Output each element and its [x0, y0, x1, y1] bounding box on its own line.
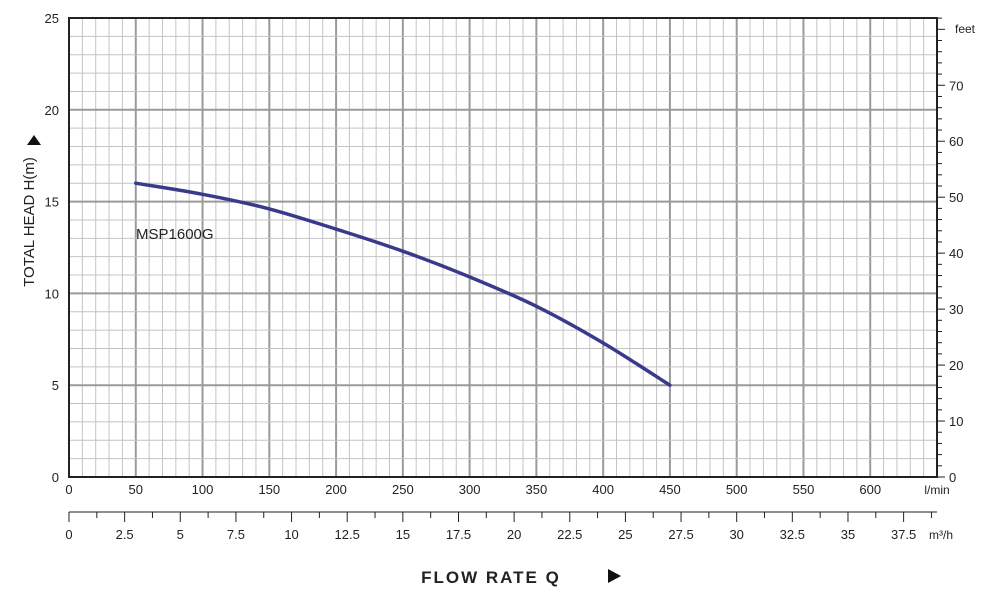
x-tick-label: 150: [258, 482, 280, 497]
y-axis-title: TOTAL HEAD H(m): [21, 157, 38, 287]
y2-tick-label: 50: [949, 190, 963, 205]
y2-tick-label: 30: [949, 302, 963, 317]
axis-ticks: [68, 17, 945, 522]
y-tick-label: 10: [45, 286, 59, 301]
x2-tick-label: 5: [177, 527, 184, 542]
x-tick-label: 500: [726, 482, 748, 497]
x2-tick-label: 2.5: [116, 527, 134, 542]
series-line-msp1600g: [134, 181, 672, 387]
x2-tick-label: 20: [507, 527, 521, 542]
x2-tick-label: 27.5: [668, 527, 693, 542]
axis-labels: 0 50 100 150 200 250 300 350 400 450 500 550 600 l/mi…: [21, 11, 976, 587]
y-tick-label: 20: [45, 103, 59, 118]
x-axis-title: FLOW RATE Q: [421, 568, 561, 587]
x2-tick-label: 25: [618, 527, 632, 542]
y2-tick-label: 40: [949, 246, 963, 261]
y-tick-label: 15: [45, 195, 59, 210]
y2-tick-label: 60: [949, 134, 963, 149]
x-tick-label: 350: [526, 482, 548, 497]
x-tick-label: 550: [793, 482, 815, 497]
x-tick-label: 100: [192, 482, 214, 497]
x2-tick-label: 30: [729, 527, 743, 542]
x-axis-arrow-icon: [608, 569, 621, 583]
plot-frame: [68, 17, 938, 478]
x2-tick-label: 7.5: [227, 527, 245, 542]
y-tick-label: 5: [52, 378, 59, 393]
x2-tick-label: 37.5: [891, 527, 916, 542]
x-tick-label: 0: [65, 482, 72, 497]
x2-tick-label: 12.5: [335, 527, 360, 542]
x-tick-label: 600: [859, 482, 881, 497]
x2-tick-label: 15: [396, 527, 410, 542]
grid: [69, 18, 937, 477]
y2-tick-label: 10: [949, 414, 963, 429]
x2-tick-label: 32.5: [780, 527, 805, 542]
y2-tick-label: 20: [949, 358, 963, 373]
x2-tick-label: 0: [65, 527, 72, 542]
x-unit-label: l/min: [924, 483, 949, 497]
y-axis-arrow-icon: [27, 135, 41, 145]
y2-tick-label: 70: [949, 78, 963, 93]
x-tick-label: 200: [325, 482, 347, 497]
x2-unit-label: m³/h: [929, 528, 953, 542]
x2-tick-label: 22.5: [557, 527, 582, 542]
y-tick-label: 0: [52, 470, 59, 485]
x2-tick-label: 10: [284, 527, 298, 542]
series: MSP1600G: [134, 181, 672, 387]
y2-unit-label: feet: [955, 22, 976, 36]
x-tick-label: 250: [392, 482, 414, 497]
x-tick-label: 450: [659, 482, 681, 497]
x-tick-label: 50: [129, 482, 143, 497]
y-tick-label: 25: [45, 11, 59, 26]
x-tick-label: 300: [459, 482, 481, 497]
x-tick-label: 400: [592, 482, 614, 497]
x2-tick-label: 35: [841, 527, 855, 542]
y2-tick-label: 0: [949, 470, 956, 485]
series-label: MSP1600G: [136, 226, 214, 243]
x2-tick-label: 17.5: [446, 527, 471, 542]
